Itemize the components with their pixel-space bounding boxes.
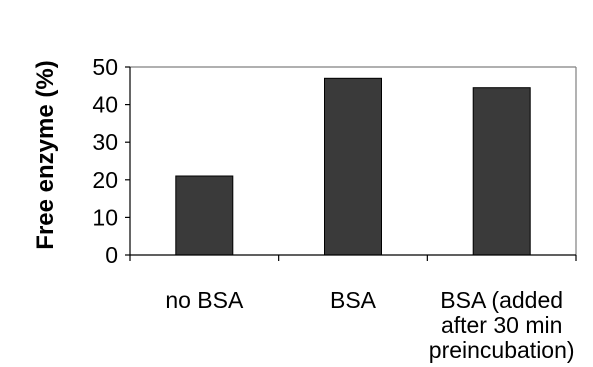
category-label-line: after 30 min (441, 312, 562, 338)
category-label-2: BSA (added after 30 min preincubation) (429, 287, 575, 363)
y-tick-label: 10 (92, 204, 118, 230)
y-tick-label: 20 (92, 167, 118, 193)
category-label-1: BSA (330, 287, 377, 313)
category-label-line: no BSA (165, 287, 244, 313)
category-label-line: preincubation) (429, 337, 575, 363)
y-axis-title: Free enzyme (%) (32, 60, 59, 249)
category-label-line: BSA (added (440, 287, 563, 313)
y-tick-label: 40 (92, 92, 118, 118)
y-tick-label: 0 (105, 242, 118, 268)
y-tick-label: 50 (92, 54, 118, 80)
plot-frame (130, 66, 577, 255)
bar-0 (175, 175, 234, 256)
axes (125, 66, 577, 261)
y-tick-labels: 0 10 20 30 40 50 (92, 54, 118, 268)
y-tick-label: 30 (92, 129, 118, 155)
bar-1 (324, 77, 382, 256)
bars (175, 77, 531, 256)
category-label-line: BSA (330, 287, 377, 313)
category-labels: no BSA BSA BSA (added after 30 min preincuba… (165, 287, 574, 363)
category-label-0: no BSA (165, 287, 244, 313)
bar-2 (472, 87, 531, 256)
